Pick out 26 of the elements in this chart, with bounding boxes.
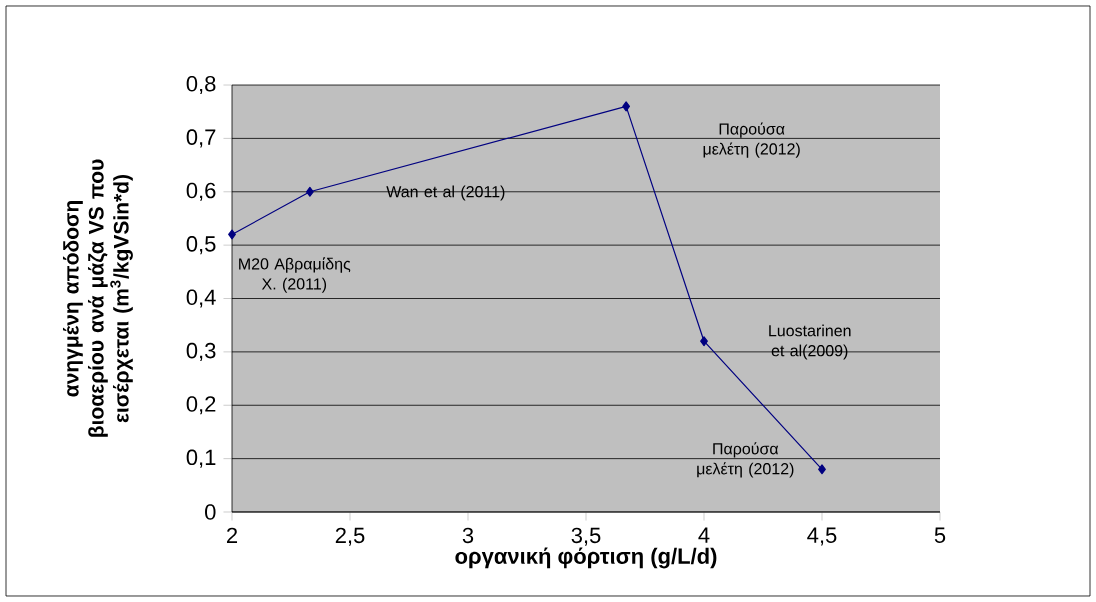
y-tick-label: 0,5 [186, 236, 216, 255]
y-tick-label: 0,2 [186, 396, 216, 415]
annotation: Luostarinen et al(2009) [769, 324, 851, 360]
y-tick-label: 0,6 [186, 182, 216, 201]
y-tick-label: 0,4 [186, 289, 216, 308]
point [305, 186, 314, 197]
y-tick-label: 0,8 [186, 75, 216, 95]
y-tick-label: 0,7 [186, 129, 216, 148]
annotation: Παρούσα μελέτη (2012) [703, 122, 800, 158]
point [700, 336, 708, 347]
x-tick-label: 2 [226, 527, 238, 543]
annotation: M20 Αβραμίδης Χ. (2011) [239, 257, 351, 293]
point [818, 464, 826, 475]
x-tick-label: 4 [698, 527, 710, 543]
point [622, 101, 631, 112]
x-tick-label: 3 [462, 527, 474, 544]
x-tick-label: 5 [934, 527, 946, 543]
x-tick-label: 3,5 [571, 527, 601, 546]
y-tick-label: 0,1 [186, 449, 216, 468]
x-axis-title: οργανική φόρτιση (g/L/d) [455, 547, 717, 569]
x-tick-label: 2,5 [335, 527, 365, 546]
x-tick-label: 4,5 [807, 527, 837, 546]
y-tick-label: 0,3 [186, 342, 216, 361]
point [228, 229, 236, 240]
annotation: Παρούσα μελέτη (2012) [697, 442, 794, 478]
y-tick-label: 0 [205, 504, 216, 520]
